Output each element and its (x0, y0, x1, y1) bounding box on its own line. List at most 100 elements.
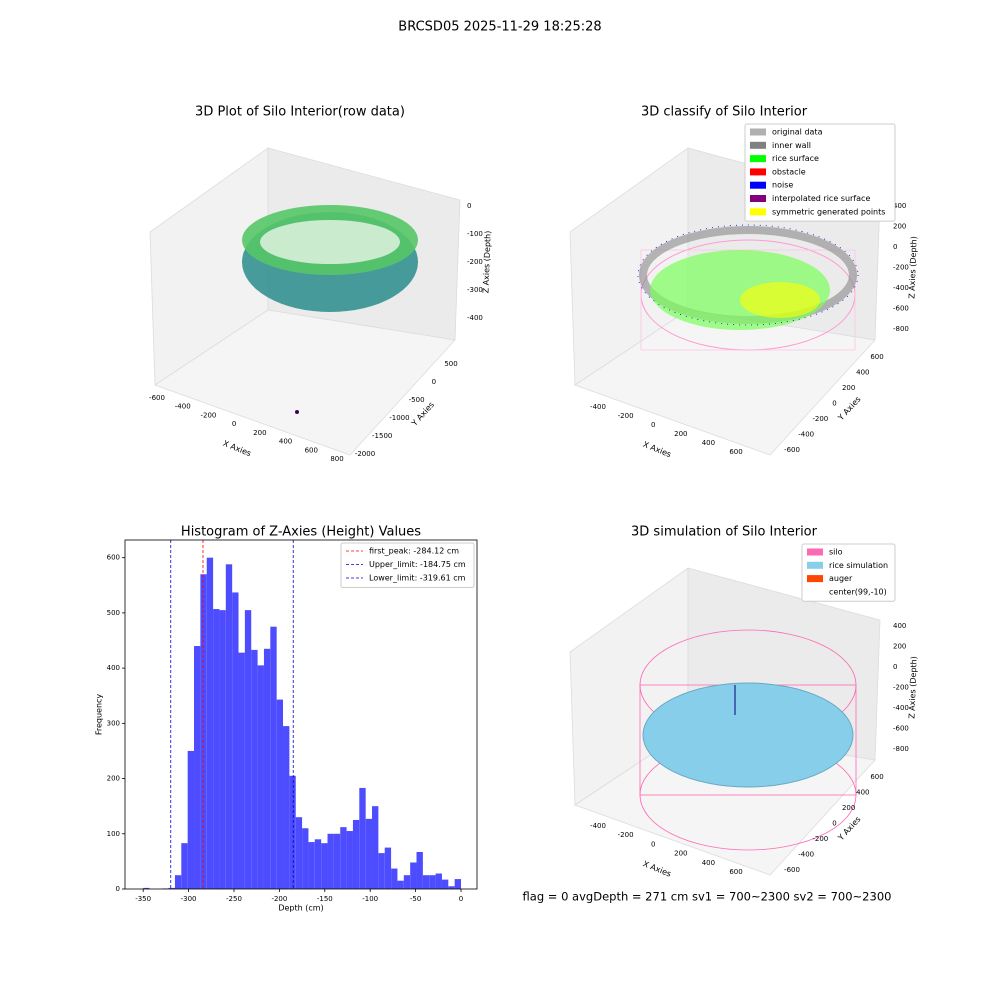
x-tick-label: 200 (253, 429, 266, 437)
y-tick-label: -200 (812, 415, 828, 423)
z-tick-label: -400 (467, 314, 483, 322)
y-tick-label: 200 (842, 384, 855, 392)
z-tick-label: -800 (893, 745, 909, 753)
x-tick-label: -50 (410, 895, 421, 903)
y-axis-label: Frequency (95, 694, 104, 736)
y-tick-label: 400 (856, 789, 869, 797)
legend-label: noise (772, 181, 793, 190)
z-tick-label: -100 (467, 230, 483, 238)
x-tick-label: 600 (729, 448, 742, 456)
x-tick-label: -150 (317, 895, 333, 903)
legend-swatch (750, 141, 766, 149)
legend-swatch (807, 548, 823, 556)
bar (308, 842, 315, 889)
bar (200, 574, 207, 889)
plot-frame (124, 539, 478, 890)
y-tick-label: 0 (116, 885, 120, 893)
x-tick-label: -300 (181, 895, 197, 903)
x-tick-label: -200 (618, 412, 634, 420)
bar (314, 839, 322, 889)
bar (263, 648, 271, 889)
x-tick-label: -350 (135, 895, 151, 903)
status-text: flag = 0 avgDepth = 271 cm sv1 = 700~230… (523, 890, 892, 904)
y-tick-label: 500 (444, 360, 457, 368)
legend-label: rice surface (772, 154, 819, 163)
bar (206, 557, 214, 889)
z-tick-label: -800 (893, 325, 909, 333)
y-tick-label: 400 (856, 369, 869, 377)
legend-box (340, 542, 475, 588)
legend-label: symmetric generated points (772, 207, 885, 216)
chart-title: Histogram of Z-Axies (Height) Values (181, 525, 421, 540)
panel-title: 3D Plot of Silo Interior(row data) (195, 105, 405, 120)
x-tick-label: -400 (590, 403, 606, 411)
legend-label: original data (772, 128, 823, 137)
bar (448, 886, 455, 889)
bar (435, 873, 442, 889)
bar (365, 818, 373, 889)
bar (194, 646, 201, 889)
bar (251, 649, 258, 889)
legend-label: inner wall (772, 141, 811, 150)
y-tick-label: 0 (432, 378, 436, 386)
x-tick-label: 600 (729, 868, 742, 876)
z-tick-label: -400 (893, 284, 909, 292)
legend-label: Lower_limit: -319.61 cm (369, 574, 466, 583)
bar (372, 806, 379, 889)
x-axis-label: X Axies (642, 859, 673, 878)
x-tick-label: -400 (175, 403, 191, 411)
legend-box (744, 123, 896, 222)
bar (384, 847, 392, 889)
legend-swatch (750, 128, 766, 136)
legend-label: interpolated rice surface (772, 194, 870, 203)
z-tick-label: -200 (893, 684, 909, 692)
legend-swatch (750, 181, 766, 189)
z-tick-label: -200 (893, 264, 909, 272)
z-tick-label: -600 (893, 305, 909, 313)
generated-points (740, 282, 820, 318)
z-tick-label: 200 (893, 643, 906, 651)
legend-label: auger (829, 574, 853, 583)
x-tick-label: 0 (651, 840, 655, 848)
bar (181, 843, 188, 889)
legend-label: silo (829, 548, 843, 557)
z-tick-label: 400 (893, 622, 906, 630)
z-tick-label: 0 (467, 202, 471, 210)
z-axis-label: Z Axies (Depth) (907, 656, 918, 719)
y-tick-label: -400 (798, 431, 814, 439)
pane (154, 309, 456, 456)
bar (359, 787, 366, 889)
legend-swatch (807, 588, 823, 596)
bar (397, 880, 404, 889)
z-tick-label: 0 (893, 243, 897, 251)
legend-label: center(99,-10) (829, 587, 887, 596)
x-axis-label: Depth (cm) (278, 904, 323, 913)
x-axis-label: X Axies (222, 439, 253, 458)
legend-label: first_peak: -284.12 cm (369, 547, 459, 556)
legend-swatch (807, 561, 823, 569)
bar (143, 887, 150, 889)
bar (168, 887, 175, 889)
y-tick-label: 500 (107, 609, 120, 617)
x-tick-label: 600 (305, 446, 318, 454)
legend-swatch (750, 168, 766, 176)
bar (441, 879, 449, 889)
outlier-point (295, 410, 299, 414)
x-tick-label: -200 (271, 895, 287, 903)
z-tick-label: 400 (893, 202, 906, 210)
y-tick-label: -400 (798, 851, 814, 859)
y-tick-label: -600 (784, 866, 800, 874)
bar (219, 610, 226, 889)
noise-points (637, 224, 859, 326)
bar (454, 879, 462, 889)
y-axis-label: Y Axies (836, 395, 863, 423)
y-tick-label: -600 (784, 446, 800, 454)
y-tick-label: 600 (107, 554, 120, 562)
bar (238, 652, 245, 889)
legend-swatch (807, 575, 823, 583)
legend-swatch (750, 155, 766, 163)
rice-simulation (642, 682, 854, 788)
y-tick-label: -1000 (389, 414, 409, 422)
y-tick-label: 200 (107, 775, 120, 783)
